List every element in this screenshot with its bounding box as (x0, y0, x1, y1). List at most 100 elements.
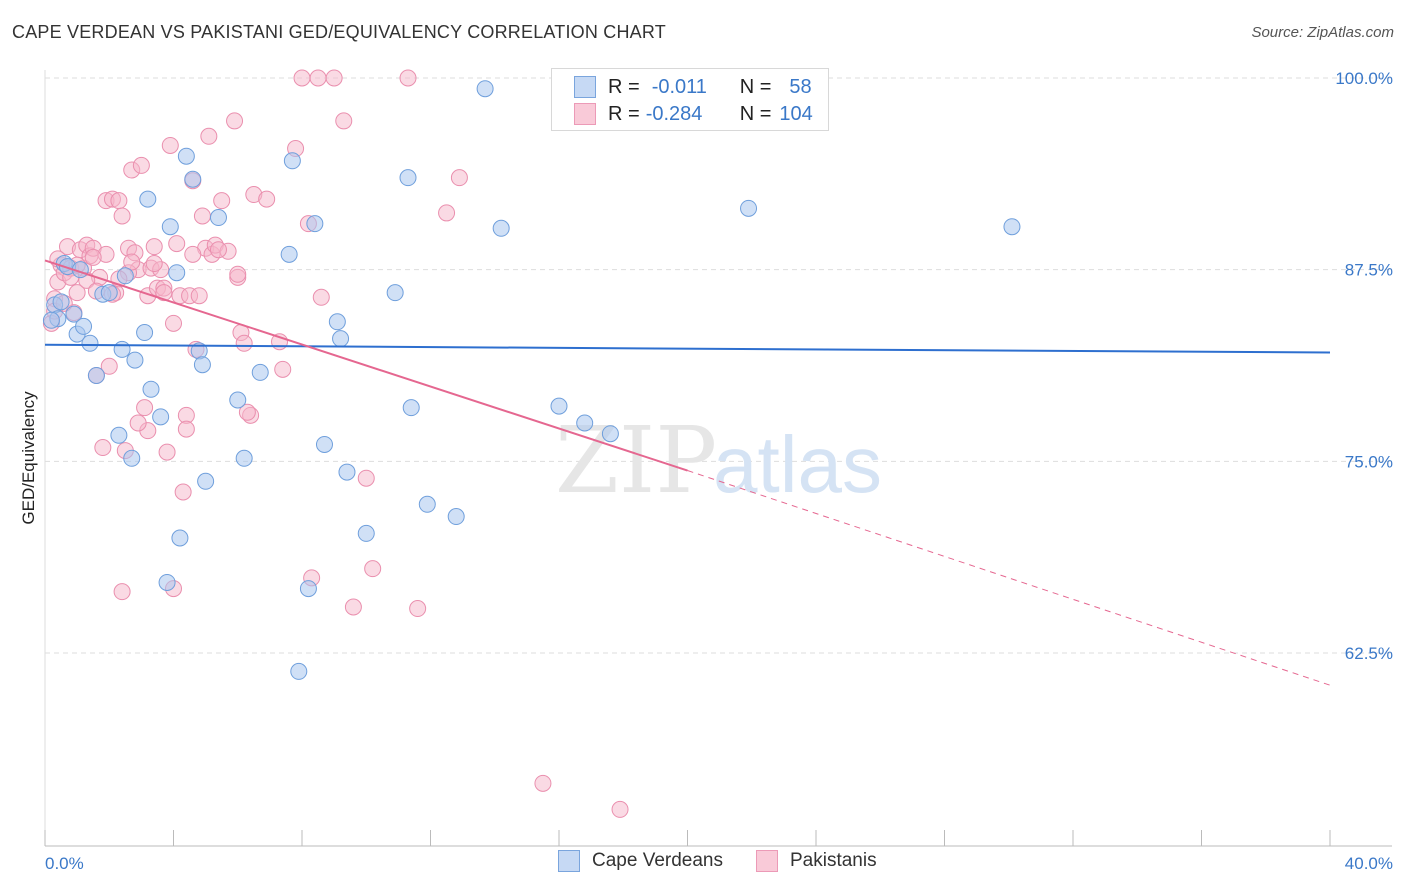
legend-n-label: N = (739, 75, 772, 98)
pakistani-point (438, 204, 456, 222)
legend-r-label: R = (608, 102, 640, 125)
y-tick-label: 62.5% (1345, 644, 1393, 663)
pakistani-point (258, 190, 276, 208)
cape-verdean-point (251, 363, 269, 381)
series-legend: Cape Verdeans Pakistanis (0, 850, 1406, 878)
y-tick-label: 87.5% (1345, 261, 1393, 280)
cape-verdean-point (601, 425, 619, 443)
pakistani-point (357, 469, 375, 487)
pakistani-point (611, 800, 629, 818)
cape-verdean-point (209, 209, 227, 227)
cape-verdean-point (152, 408, 170, 426)
cape-verdean-point (123, 449, 141, 467)
series-swatch-pink (756, 850, 778, 872)
chart-title: CAPE VERDEAN VS PAKISTANI GED/EQUIVALENC… (12, 22, 666, 42)
y-tick-label: 100.0% (1335, 69, 1393, 88)
pakistani-point (335, 112, 353, 130)
series-legend-label: Cape Verdeans (592, 850, 723, 871)
cape-verdeans-points (42, 80, 1021, 680)
cape-verdean-point (113, 340, 131, 358)
x-tick-label: 0.0% (45, 854, 84, 873)
legend-swatch-pink (574, 103, 596, 125)
pakistanis-trend-extension (687, 470, 1331, 686)
pakistani-point (534, 774, 552, 792)
pakistani-point (213, 192, 231, 210)
cape-verdean-point (402, 399, 420, 417)
pakistani-point (238, 403, 256, 421)
pakistani-point (309, 69, 327, 87)
x-tick-label: 40.0% (1345, 854, 1393, 873)
cape-verdean-point (139, 190, 157, 208)
tick-labels: 62.5% 75.0% 87.5% 100.0% 0.0% 40.0% (45, 69, 1393, 873)
pakistani-point (177, 420, 195, 438)
pakistani-point (161, 136, 179, 154)
pakistani-point (344, 598, 362, 616)
cape-verdean-point (235, 449, 253, 467)
cape-verdean-point (197, 472, 215, 490)
legend-n-label: N = (739, 102, 772, 125)
source-label: Source: ZipAtlas.com (1251, 24, 1394, 41)
pakistani-point (312, 288, 330, 306)
legend-swatch-blue (574, 76, 596, 98)
cape-verdean-point (386, 284, 404, 302)
pakistani-point (158, 443, 176, 461)
pakistani-point (209, 241, 227, 259)
pakistani-point (190, 287, 208, 305)
cape-verdean-point (476, 80, 494, 98)
pakistani-point (136, 399, 154, 417)
pakistani-point (113, 583, 131, 601)
pakistani-point (200, 127, 218, 145)
cape-verdean-point (177, 147, 195, 165)
cape-verdean-point (576, 414, 594, 432)
pakistani-point (325, 69, 343, 87)
pakistani-point (168, 235, 186, 253)
cape-verdean-point (280, 245, 298, 263)
pakistani-point (235, 334, 253, 352)
cape-verdean-point (171, 529, 189, 547)
cape-verdean-point (136, 324, 154, 342)
pakistani-point (274, 360, 292, 378)
legend-r-value: -0.284 (645, 102, 703, 125)
cape-verdean-point (306, 215, 324, 233)
cape-verdean-point (168, 264, 186, 282)
stats-legend: R = -0.011 N = 58 R = -0.284 N = 104 (551, 68, 829, 131)
pakistani-point (145, 255, 163, 273)
cape-verdean-point (100, 284, 118, 302)
cape-verdean-point (328, 313, 346, 331)
pakistani-point (84, 248, 102, 266)
pakistani-point (100, 357, 118, 375)
y-axis-label: GED/Equivalency (19, 391, 38, 525)
pakistani-point (193, 207, 211, 225)
legend-row-pakistanis: R = -0.284 N = 104 (574, 102, 813, 126)
pakistani-point (132, 156, 150, 174)
cape-verdean-point (75, 317, 93, 335)
series-legend-label: Pakistanis (790, 850, 877, 871)
pakistanis-trend-line (44, 259, 688, 472)
pakistani-point (155, 284, 173, 302)
cape-verdean-point (116, 267, 134, 285)
cape-verdean-point (1003, 218, 1021, 236)
cape-verdean-point (81, 334, 99, 352)
cape-verdean-point (332, 330, 350, 348)
legend-r-label: R = (608, 75, 640, 98)
pakistani-point (364, 560, 382, 578)
cape-verdean-point (357, 524, 375, 542)
cape-verdean-point (492, 219, 510, 237)
cape-verdean-point (418, 495, 436, 513)
y-tick-label: 75.0% (1345, 452, 1393, 471)
cape-verdeans-trend-line (44, 343, 1331, 354)
series-legend-pakistanis: Pakistanis (756, 850, 877, 872)
pakistanis-points (42, 69, 629, 818)
pakistani-point (450, 169, 468, 187)
legend-r-value: -0.011 (651, 75, 707, 98)
cape-verdean-point (740, 199, 758, 217)
pakistani-point (293, 69, 311, 87)
series-swatch-blue (558, 850, 580, 872)
legend-n-value: 58 (789, 75, 812, 98)
cape-verdean-point (447, 508, 465, 526)
cape-verdean-point (110, 426, 128, 444)
cape-verdean-point (299, 580, 317, 598)
trend-lines (44, 259, 1331, 686)
pakistani-point (129, 414, 147, 432)
legend-row-cape-verdeans: R = -0.011 N = 58 (574, 75, 812, 99)
